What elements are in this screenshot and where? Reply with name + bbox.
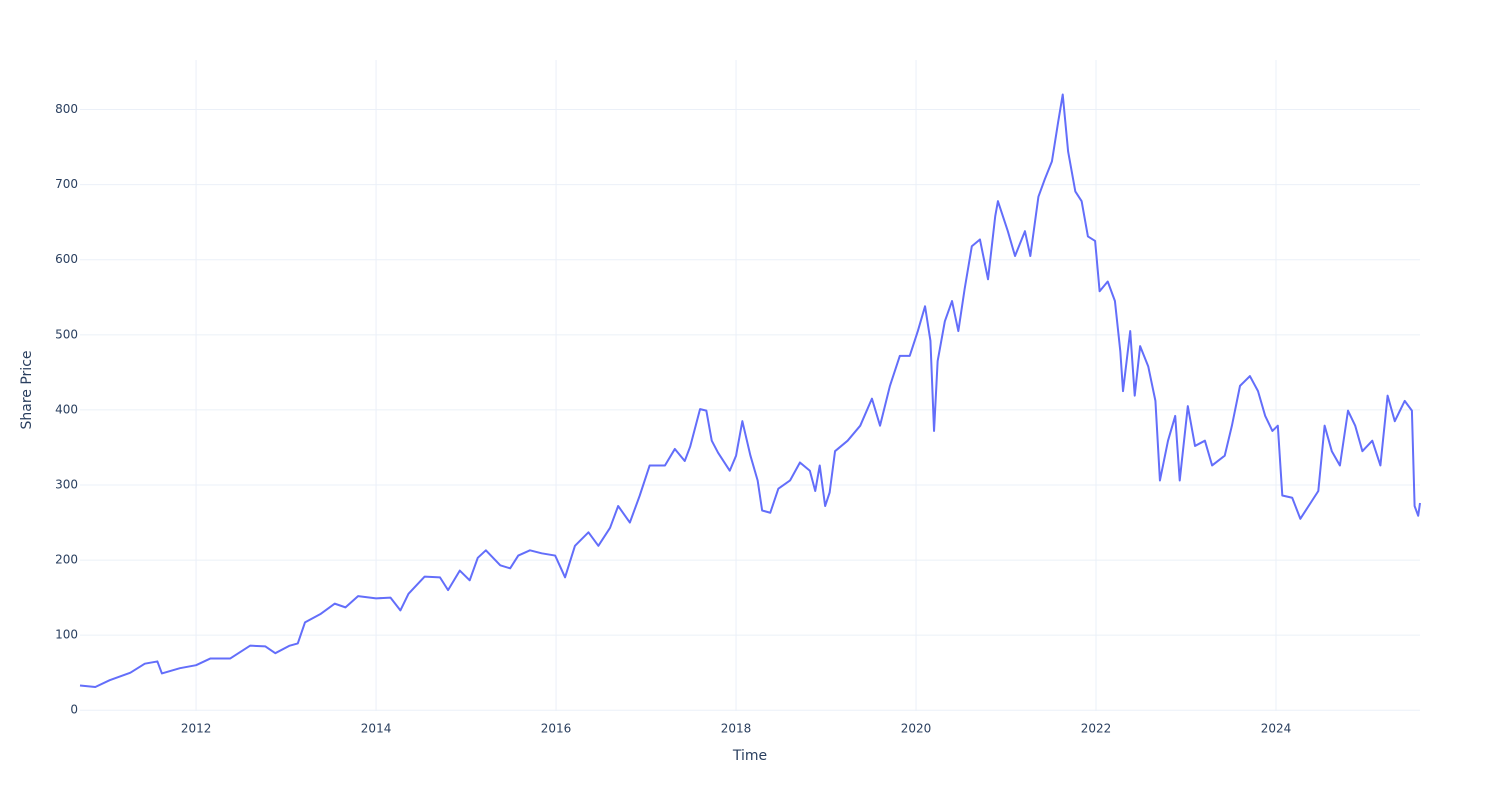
line-series [79, 93, 1421, 688]
x-tick-label: 2024 [1261, 722, 1292, 736]
x-tick-label: 2012 [181, 722, 212, 736]
y-tick-label: 0 [70, 703, 78, 717]
y-tick-label: 700 [55, 177, 78, 191]
x-tick-label: 2018 [721, 722, 752, 736]
y-tick-label: 800 [55, 102, 78, 116]
y-axis-title: Share Price [19, 350, 35, 429]
y-tick-label: 100 [55, 628, 78, 642]
x-tick-label: 2022 [1081, 722, 1112, 736]
y-tick-label: 600 [55, 252, 78, 266]
x-tick-label: 2020 [901, 722, 932, 736]
y-tick-label: 400 [55, 402, 78, 416]
x-axis-title: Time [732, 748, 767, 764]
y-tick-label: 200 [55, 553, 78, 567]
y-tick-label: 500 [55, 327, 78, 341]
x-tick-label: 2014 [361, 722, 392, 736]
y-tick-label: 300 [55, 477, 78, 491]
x-tick-label: 2016 [541, 722, 572, 736]
